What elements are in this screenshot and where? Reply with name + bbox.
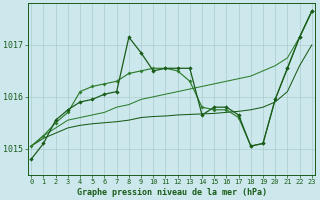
X-axis label: Graphe pression niveau de la mer (hPa): Graphe pression niveau de la mer (hPa) <box>76 188 267 197</box>
